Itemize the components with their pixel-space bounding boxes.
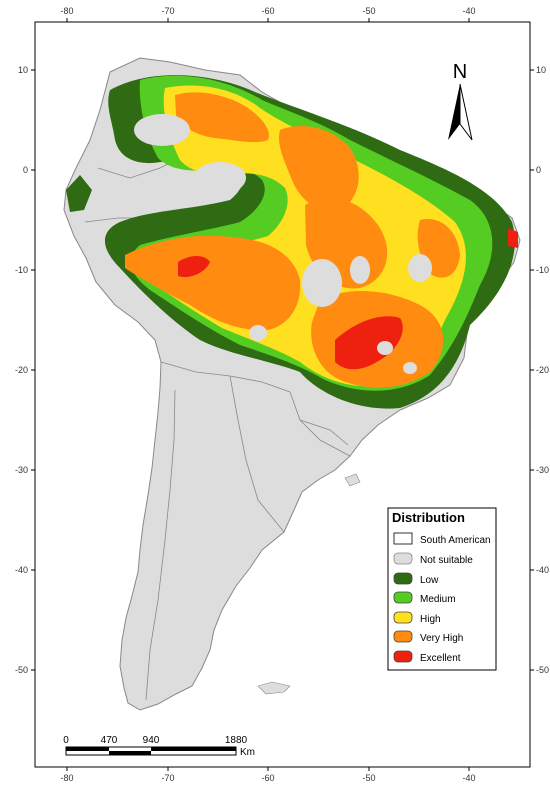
x-tick-top-5: -40 bbox=[462, 6, 475, 16]
y-tick-left-4: -20 bbox=[15, 365, 28, 375]
y-tick-left-5: -30 bbox=[15, 465, 28, 475]
legend-label-not-suitable: Not suitable bbox=[420, 555, 473, 566]
north-arrow: N bbox=[448, 61, 473, 141]
y-tick-right-3: -10 bbox=[536, 265, 549, 275]
legend-swatch-medium bbox=[393, 591, 413, 604]
scale-bar: 0 470 940 1880 Km bbox=[63, 735, 255, 758]
y-tick-right-1: 10 bbox=[536, 65, 546, 75]
scale-label-0: 0 bbox=[63, 735, 69, 746]
north-label: N bbox=[453, 61, 467, 83]
legend-label-very-high: Very High bbox=[420, 633, 463, 644]
legend-box bbox=[387, 507, 497, 671]
x-tick-bottom-1: -80 bbox=[60, 773, 73, 783]
legend-label-medium: Medium bbox=[420, 594, 456, 605]
y-tick-right-2: 0 bbox=[536, 165, 541, 175]
legend: Distribution South American Not suitable… bbox=[387, 507, 497, 671]
graticule-ticks bbox=[31, 18, 534, 771]
x-tick-top-3: -60 bbox=[261, 6, 274, 16]
y-tick-right-7: -50 bbox=[536, 665, 549, 675]
x-tick-top-2: -70 bbox=[161, 6, 174, 16]
y-tick-right-5: -30 bbox=[536, 465, 549, 475]
x-tick-bottom-5: -40 bbox=[462, 773, 475, 783]
x-tick-bottom-2: -70 bbox=[161, 773, 174, 783]
y-tick-left-3: -10 bbox=[15, 265, 28, 275]
legend-label-high: High bbox=[420, 614, 441, 625]
legend-label-south-american: South American bbox=[420, 535, 491, 546]
legend-label-low: Low bbox=[420, 575, 439, 586]
y-tick-left-1: 10 bbox=[18, 65, 28, 75]
unsuitable-patches bbox=[134, 114, 432, 374]
islands bbox=[257, 473, 361, 695]
x-tick-bottom-3: -60 bbox=[261, 773, 274, 783]
zone-excellent bbox=[178, 228, 518, 370]
y-tick-left-7: -50 bbox=[15, 665, 28, 675]
scale-label-1880: 1880 bbox=[225, 735, 248, 746]
legend-swatch-low bbox=[393, 572, 413, 585]
scale-label-940: 940 bbox=[143, 735, 160, 746]
scale-label-470: 470 bbox=[101, 735, 118, 746]
legend-swatch-south-american bbox=[393, 532, 413, 545]
y-tick-right-4: -20 bbox=[536, 365, 549, 375]
x-tick-top-4: -50 bbox=[362, 6, 375, 16]
legend-label-excellent: Excellent bbox=[420, 653, 461, 664]
legend-swatch-excellent bbox=[393, 650, 413, 663]
x-tick-bottom-4: -50 bbox=[362, 773, 375, 783]
x-tick-top-1: -80 bbox=[60, 6, 73, 16]
legend-title: Distribution bbox=[392, 510, 465, 525]
y-tick-left-2: 0 bbox=[23, 165, 28, 175]
legend-swatch-not-suitable bbox=[393, 552, 413, 565]
y-tick-right-6: -40 bbox=[536, 565, 549, 575]
y-tick-left-6: -40 bbox=[15, 565, 28, 575]
scale-unit: Km bbox=[240, 747, 255, 758]
legend-swatch-very-high bbox=[393, 630, 413, 643]
legend-swatch-high bbox=[393, 611, 413, 624]
